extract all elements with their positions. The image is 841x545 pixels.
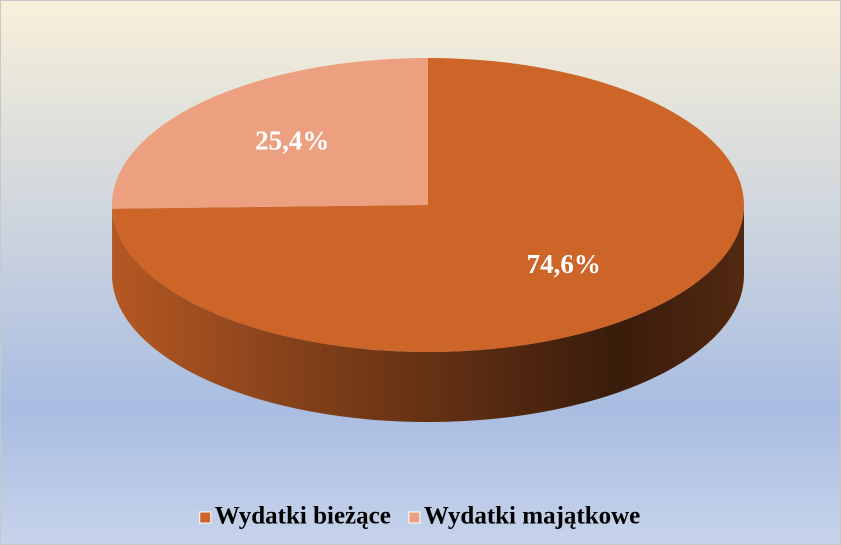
slice <box>112 58 744 352</box>
legend-marker <box>199 511 212 524</box>
data-label: 25,4% <box>255 126 329 156</box>
legend-label: Wydatki bieżące <box>215 503 391 530</box>
legend-marker <box>408 511 421 524</box>
side-shade <box>112 205 744 422</box>
legend-label: Wydatki majątkowe <box>424 503 640 530</box>
slice <box>112 58 428 209</box>
data-label: 74,6% <box>527 249 601 279</box>
